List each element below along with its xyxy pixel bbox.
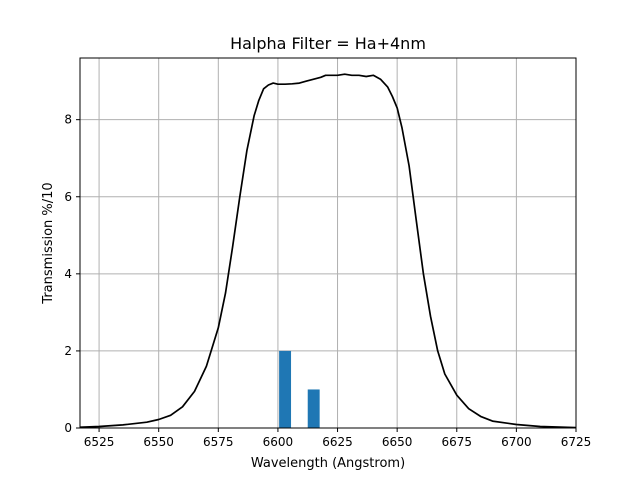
bar [307,389,320,428]
bar-group [279,350,320,428]
bar [279,350,292,428]
y-tick-label: 4 [64,267,72,281]
x-tick-label: 6725 [561,435,592,449]
chart-title: Halpha Filter = Ha+4nm [230,34,426,53]
x-tick-label: 6650 [382,435,413,449]
series-group [79,73,577,429]
y-tick-label: 6 [64,190,72,204]
grid [80,58,577,429]
x-tick-label: 6675 [441,435,472,449]
y-tick-label: 2 [64,344,72,358]
x-tick-label: 6575 [203,435,234,449]
y-tick-label: 8 [64,113,72,127]
x-tick-label: 6700 [501,435,532,449]
x-tick-label: 6525 [84,435,115,449]
x-axis-label: Wavelength (Angstrom) [251,456,405,471]
x-tick-label: 6600 [263,435,294,449]
x-tick-label: 6550 [143,435,174,449]
y-tick-label: 0 [64,421,72,435]
x-tick-label: 6625 [322,435,353,449]
plot-frame [79,57,577,429]
transmission-curve [79,73,577,429]
axes-ticks: 6525 6550 6575 6600 6625 6650 6675 6700 6725 0 2 4 6… [64,113,591,449]
y-axis-label: Transmission %/10 [41,182,56,304]
